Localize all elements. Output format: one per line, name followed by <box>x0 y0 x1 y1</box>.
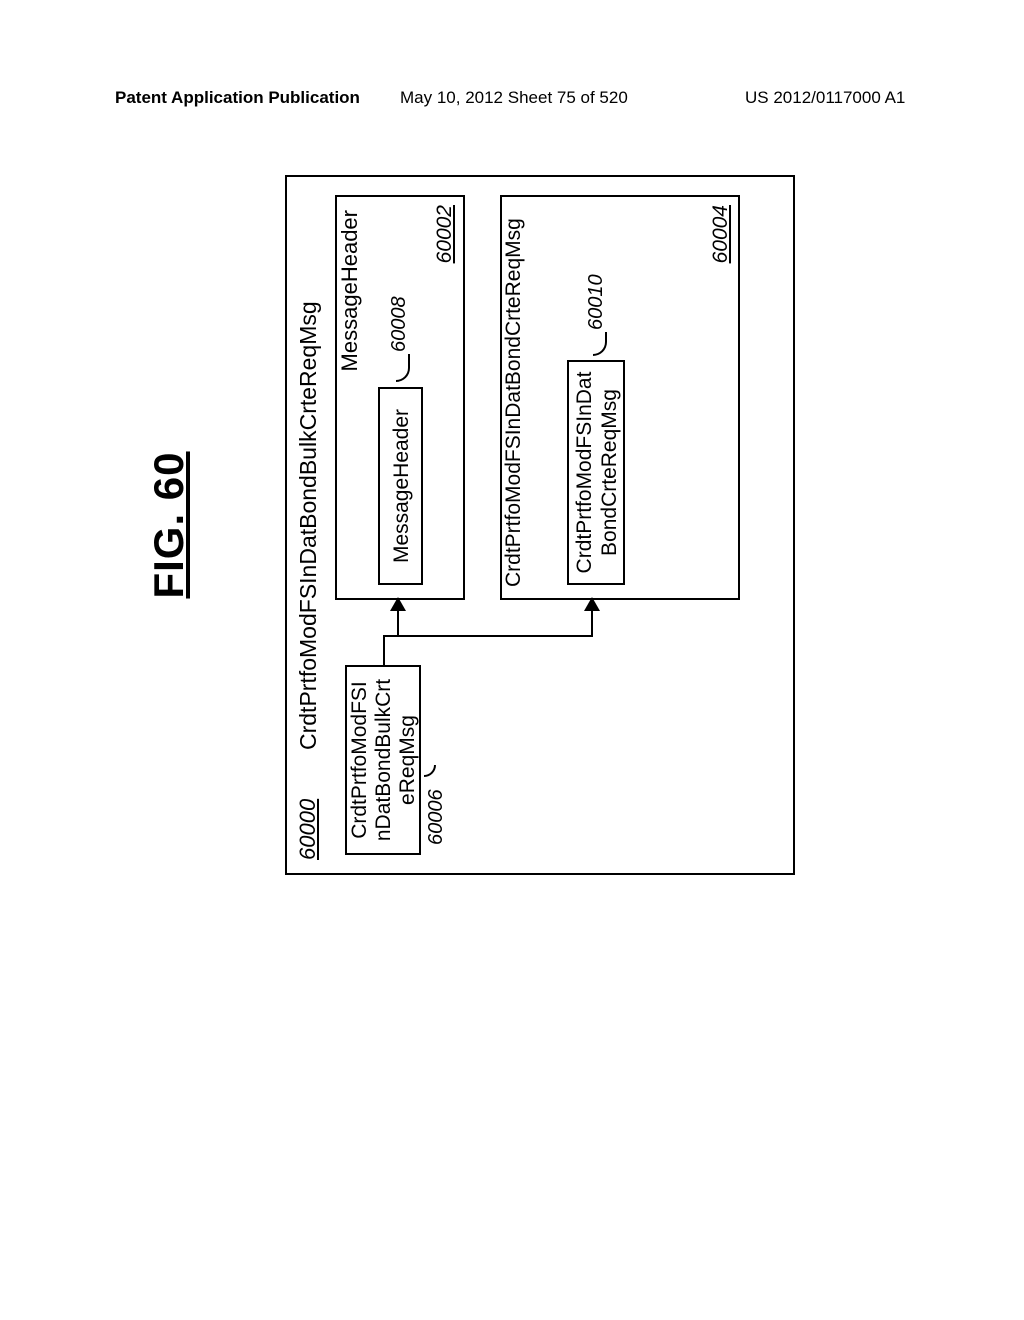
box-60010-line2: BondCrteReqMsg <box>598 389 621 556</box>
arrow-to-60004 <box>591 599 593 637</box>
box-60006: CrdtPrtfoModFSI nDatBondBulkCrt eReqMsg <box>345 665 421 855</box>
box-60006-line1: CrdtPrtfoModFSI <box>348 681 371 839</box>
ref-60004: 60004 <box>709 205 733 263</box>
connector-line-h1 <box>383 635 385 665</box>
box-60006-line2: nDatBondBulkCrt <box>372 679 395 841</box>
box-60008: MessageHeader <box>378 387 423 585</box>
ref-60006: 60006 <box>425 789 448 845</box>
title-60002: MessageHeader <box>337 210 363 371</box>
box-60010: CrdtPrtfoModFSInDat BondCrteReqMsg <box>567 360 625 585</box>
header-left: Patent Application Publication <box>115 88 360 108</box>
arrow-to-60002 <box>397 599 399 637</box>
header-right: US 2012/0117000 A1 <box>745 88 905 108</box>
title-60000: CrdtPrtfoModFSInDatBondBulkCrteReqMsg <box>295 301 322 750</box>
box-60006-line3: eReqMsg <box>396 715 419 805</box>
connector-line-v <box>383 635 593 637</box>
title-60004: CrdtPrtfoModFSInDatBondCrteReqMsg <box>502 218 526 587</box>
box-60010-line1: CrdtPrtfoModFSInDat <box>573 372 596 574</box>
header-center: May 10, 2012 Sheet 75 of 520 <box>400 88 628 108</box>
ref-60010: 60010 <box>585 274 608 330</box>
figure-container: FIG. 60 60000 CrdtPrtfoModFSInDatBondBul… <box>155 160 835 890</box>
ref-60002: 60002 <box>433 205 457 263</box>
figure-title: FIG. 60 <box>145 451 193 598</box>
ref-60008: 60008 <box>388 296 411 352</box>
box-60008-label: MessageHeader <box>390 409 413 563</box>
ref-60000: 60000 <box>295 799 321 860</box>
